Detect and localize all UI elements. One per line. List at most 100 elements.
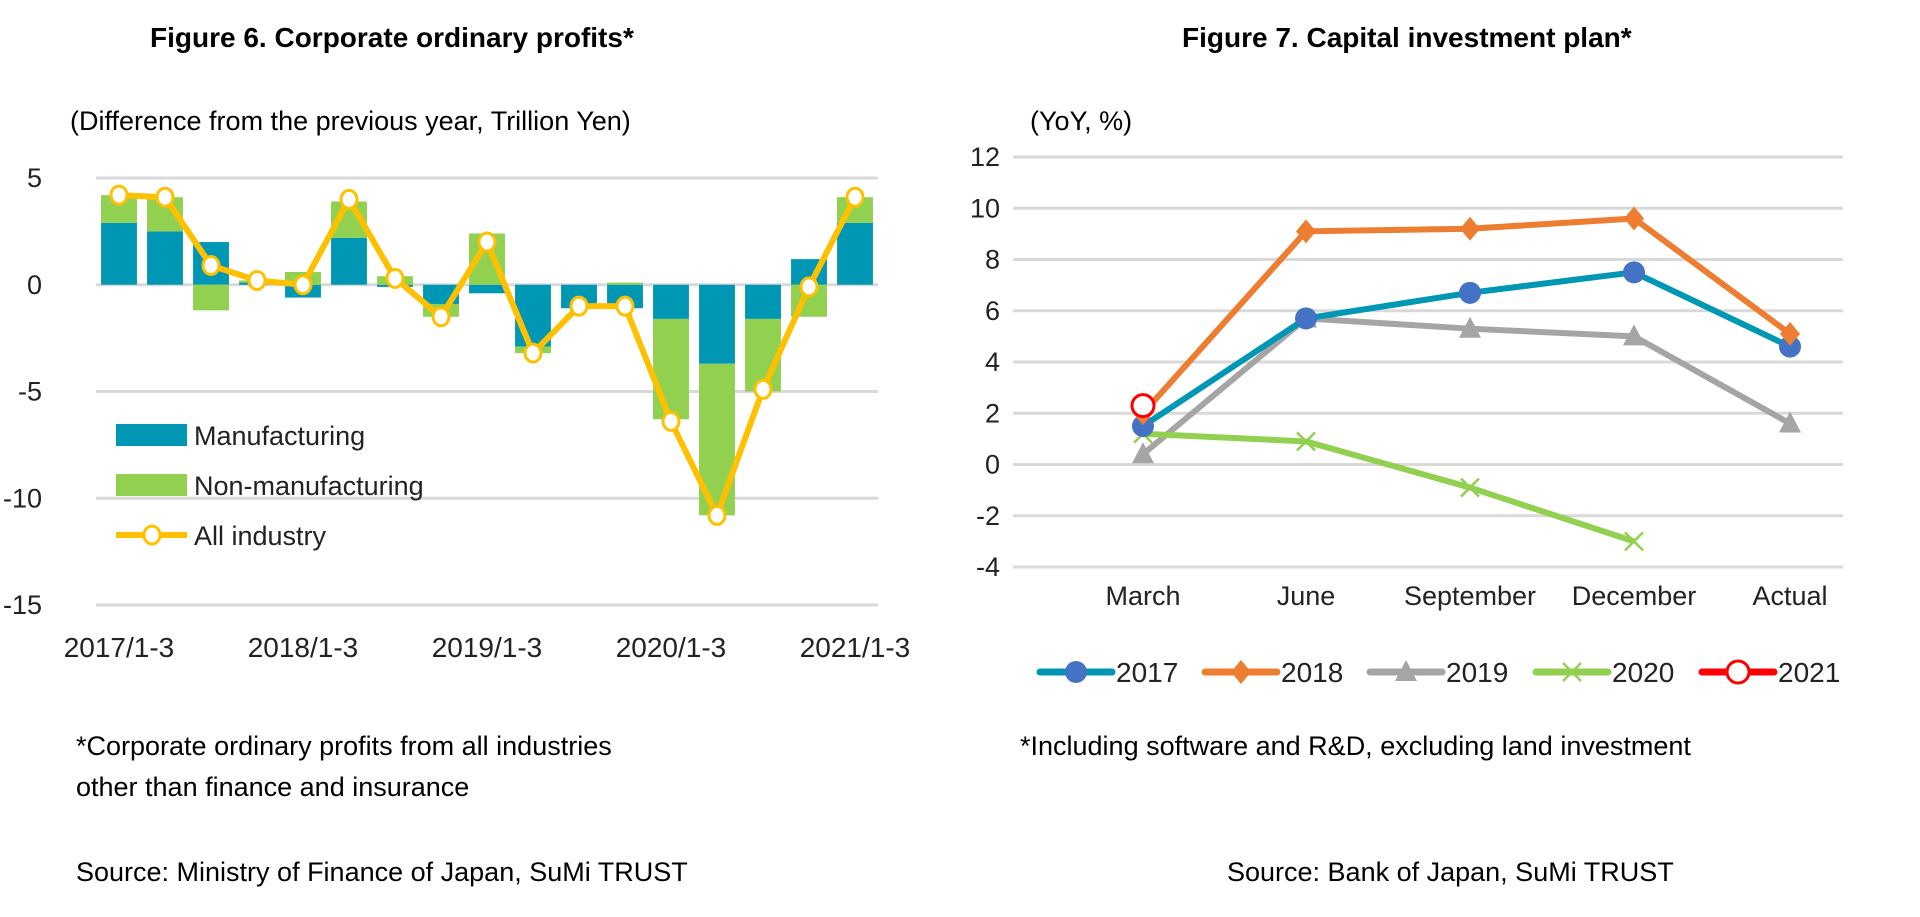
figure6-title: Figure 6. Corporate ordinary profits* xyxy=(150,22,634,53)
fig6-y-tick-label: -10 xyxy=(3,483,42,513)
fig6-point-all-industry xyxy=(385,267,405,289)
fig7-line-2019 xyxy=(1141,315,1792,457)
fig6-bar-manufacturing xyxy=(515,284,551,347)
fig6-bar-manufacturing xyxy=(745,284,781,319)
fig6-legend-label-manufacturing: Manufacturing xyxy=(194,421,365,451)
fig6-point-all-industry xyxy=(615,295,635,317)
fig6-point-all-industry xyxy=(247,269,267,291)
fig7-legend-marker-2019 xyxy=(1395,660,1417,681)
fig7-point-2017 xyxy=(1779,335,1801,358)
figure7-title: Figure 7. Capital investment plan* xyxy=(1182,22,1632,53)
fig7-y-tick-label: 2 xyxy=(985,398,1000,428)
fig7-point-2020 xyxy=(1296,431,1316,452)
fig6-point-all-industry xyxy=(661,410,681,432)
fig7-line-2018 xyxy=(1140,215,1792,416)
fig7-y-tick-label: 12 xyxy=(970,142,1000,172)
fig7-point-2017 xyxy=(1623,261,1645,284)
fig6-point-all-industry xyxy=(155,186,175,208)
fig7-y-tick-label: 0 xyxy=(985,450,1000,480)
figure6-source: Source: Ministry of Finance of Japan, Su… xyxy=(76,857,688,887)
fig6-point-all-industry xyxy=(109,184,129,206)
fig7-point-2019 xyxy=(1623,324,1645,346)
fig7-legend-marker-2021 xyxy=(1725,659,1751,685)
figure6-footnote-line2: other than finance and insurance xyxy=(76,772,470,802)
fig7-legend-label-2018: 2018 xyxy=(1281,657,1343,688)
fig7-legend-marker-2020 xyxy=(1562,662,1582,682)
fig6-x-tick-label: 2021/1-3 xyxy=(800,632,911,663)
fig6-legend-swatch-manufacturing xyxy=(116,424,187,446)
fig6-y-tick-label: 0 xyxy=(27,270,42,300)
fig7-point-2018 xyxy=(1780,321,1800,346)
fig7-legend-label-2017: 2017 xyxy=(1116,657,1178,688)
fig6-point-all-industry xyxy=(845,186,865,208)
fig6-y-tick-label: -5 xyxy=(18,377,42,407)
fig6-point-all-industry xyxy=(799,276,819,298)
fig6-bar-manufacturing xyxy=(699,284,735,364)
fig7-legend-label-2020: 2020 xyxy=(1612,657,1674,688)
fig7-x-tick-label: Actual xyxy=(1752,581,1827,611)
fig7-point-2020 xyxy=(1460,477,1480,498)
fig6-point-all-industry xyxy=(753,378,773,400)
fig7-point-2017 xyxy=(1459,281,1481,304)
fig7-legend-label-2021: 2021 xyxy=(1778,657,1840,688)
fig6-point-all-industry xyxy=(707,504,727,526)
fig6-point-all-industry xyxy=(431,306,451,328)
fig6-x-tick-label: 2019/1-3 xyxy=(432,632,543,663)
fig7-point-2021 xyxy=(1130,393,1156,419)
fig7-y-tick-label: -2 xyxy=(976,501,1000,531)
fig7-point-2018 xyxy=(1624,206,1644,231)
figure7-yaxis-label: (YoY, %) xyxy=(1030,106,1133,136)
fig7-point-2017 xyxy=(1132,415,1154,438)
fig6-point-all-industry xyxy=(339,188,359,210)
fig6-point-all-industry xyxy=(293,274,313,296)
figure7-source: Source: Bank of Japan, SuMi TRUST xyxy=(1227,857,1674,887)
fig6-legend-marker-all-industry xyxy=(142,524,162,546)
fig7-point-2017 xyxy=(1295,307,1317,330)
fig6-bar-manufacturing xyxy=(147,231,183,285)
figure6-footnote-line1: *Corporate ordinary profits from all ind… xyxy=(76,731,612,761)
figure6-footnote: *Corporate ordinary profits from all ind… xyxy=(76,726,612,808)
fig6-legend-swatch-non-manufacturing xyxy=(116,474,187,496)
fig7-legend-marker-2018 xyxy=(1231,660,1251,684)
fig7-y-tick-label: 10 xyxy=(970,193,1000,223)
fig6-bar-manufacturing xyxy=(469,284,505,294)
fig6-bar-manufacturing xyxy=(101,222,137,285)
figure6-subtitle: (Difference from the previous year, Tril… xyxy=(70,106,631,136)
fig6-bar-manufacturing xyxy=(331,237,367,285)
fig6-bar-non-manufacturing xyxy=(653,318,689,420)
fig7-legend-marker-2017 xyxy=(1065,661,1087,683)
fig7-point-2019 xyxy=(1459,316,1481,338)
fig7-point-2019 xyxy=(1132,442,1154,464)
fig6-bar-non-manufacturing xyxy=(607,282,643,285)
fig7-point-2020 xyxy=(1624,531,1644,552)
fig6-x-tick-label: 2017/1-3 xyxy=(64,632,175,663)
fig6-x-tick-label: 2018/1-3 xyxy=(248,632,359,663)
fig7-legend-label-2019: 2019 xyxy=(1446,657,1508,688)
fig7-y-tick-label: 8 xyxy=(985,245,1000,275)
fig6-point-all-industry xyxy=(477,231,497,253)
fig6-y-tick-label: 5 xyxy=(27,163,42,193)
fig6-bar-manufacturing xyxy=(837,222,873,285)
fig7-point-2019 xyxy=(1779,411,1801,433)
fig6-point-all-industry xyxy=(569,295,589,317)
fig7-x-tick-label: June xyxy=(1277,581,1336,611)
fig6-y-tick-label: -15 xyxy=(3,590,42,620)
fig6-bar-non-manufacturing xyxy=(193,284,229,311)
fig7-x-tick-label: December xyxy=(1572,581,1697,611)
fig7-y-tick-label: 4 xyxy=(985,347,1000,377)
fig6-bar-manufacturing xyxy=(653,284,689,319)
fig7-y-tick-label: 6 xyxy=(985,296,1000,326)
fig7-line-2020 xyxy=(1142,430,1635,545)
fig7-x-tick-label: September xyxy=(1404,581,1536,611)
fig7-y-tick-label: -4 xyxy=(976,552,1000,582)
fig7-point-2018 xyxy=(1460,216,1480,241)
fig7-point-2018 xyxy=(1296,219,1316,244)
fig7-x-tick-label: March xyxy=(1105,581,1180,611)
fig6-x-tick-label: 2020/1-3 xyxy=(616,632,727,663)
fig6-legend-label-non-manufacturing: Non-manufacturing xyxy=(194,471,424,501)
fig6-legend-label-all-industry: All industry xyxy=(194,521,327,551)
fig6-point-all-industry xyxy=(523,342,543,364)
fig6-point-all-industry xyxy=(201,255,221,277)
figure7-footnote: *Including software and R&D, excluding l… xyxy=(1020,731,1691,761)
